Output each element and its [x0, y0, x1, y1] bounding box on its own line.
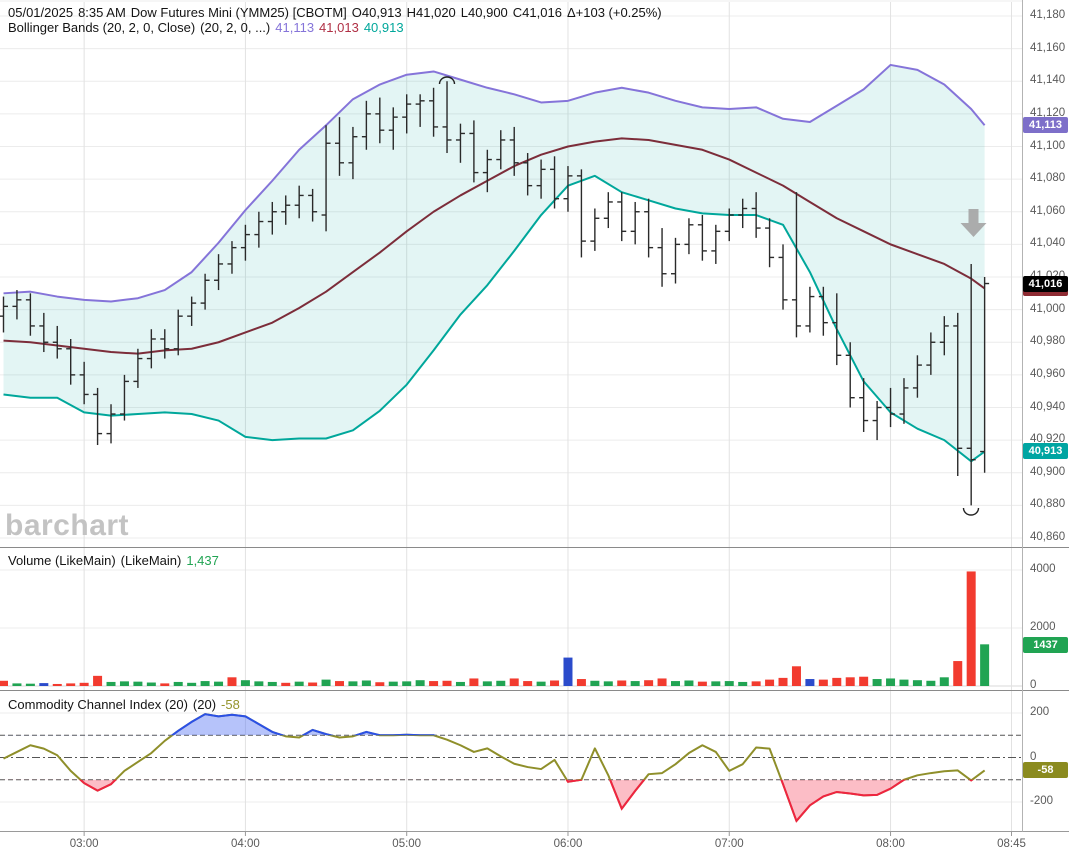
cci-value: -58	[221, 697, 240, 712]
quote-close: C41,016	[512, 5, 562, 20]
quote-high: H41,020	[406, 5, 456, 20]
time-axis-label: 07:00	[714, 838, 744, 850]
quote-change: Δ+103 (+0.25%)	[566, 5, 662, 20]
barchart-logo: barchart	[5, 509, 130, 542]
cci-axis-tick: 0	[1030, 750, 1037, 763]
quote-header: 05/01/2025 8:35 AM Dow Futures Mini (YMM25…	[8, 5, 667, 20]
volume-value: 1,437	[186, 553, 219, 568]
cci-overbought-fill	[3, 714, 985, 736]
time-axis-label: 08:00	[876, 838, 905, 850]
volume-bars	[0, 571, 990, 686]
volume-indicator-label[interactable]: Volume (LikeMain) (LikeMain) 1,437	[8, 553, 224, 568]
price-axis-tick: 40,860	[1030, 531, 1066, 543]
price-axis-tick: 40,900	[1030, 465, 1066, 478]
bollinger-lower-line	[3, 174, 986, 463]
quote-open: O40,913	[351, 5, 402, 20]
ohlc-bars	[0, 81, 990, 506]
cci-value-badge: -58	[1023, 762, 1068, 778]
price-axis-tick: 40,940	[1030, 400, 1066, 413]
time-axis-label: 04:00	[231, 838, 260, 850]
price-axis-tick: 41,140	[1030, 74, 1066, 87]
arc-annotation-bottom	[962, 507, 980, 516]
indicator-params: (20, 2, 0, ...)	[200, 20, 271, 35]
last-price-badge: 41,016	[1023, 276, 1068, 292]
cci-oversold-fill	[3, 779, 985, 821]
bollinger-fill	[3, 64, 985, 462]
upper-band-price-badge: 41,113	[1023, 117, 1068, 133]
cci-line	[3, 713, 986, 822]
cci-name: Commodity Channel Index (20)	[8, 697, 188, 712]
annotations	[438, 76, 987, 516]
price-axis-tick: 40,920	[1030, 433, 1066, 446]
panel-separators	[0, 0, 1069, 836]
price-axis-tick: 41,000	[1030, 302, 1066, 315]
quote-time: 8:35 AM	[78, 5, 126, 20]
volume-axis-tick: 2000	[1030, 621, 1056, 633]
volume-axis-tick: 0	[1030, 679, 1037, 691]
price-axis-tick: 40,960	[1030, 367, 1066, 380]
lower-band-price-badge: 40,913	[1023, 443, 1068, 459]
cci-params: (20)	[192, 697, 217, 712]
volume-value-badge: 1437	[1023, 637, 1068, 653]
bollinger-upper-line	[3, 63, 986, 303]
down-arrow-annotation[interactable]	[960, 209, 987, 237]
cci-plot	[0, 713, 1022, 823]
cci-axis-tick: 200	[1030, 706, 1050, 718]
price-axis-tick: 41,040	[1030, 237, 1066, 250]
price-axis-tick: 41,160	[1030, 41, 1066, 54]
volume-name: Volume (LikeMain)	[8, 553, 116, 568]
price-axis-tick: 41,080	[1030, 172, 1066, 185]
cci-oversold-line	[78, 779, 974, 823]
cci-axis-tick: -200	[1030, 795, 1054, 807]
quote-instrument: Dow Futures Mini (YMM25) [CBOTM]	[130, 5, 347, 20]
quote-low: L40,900	[460, 5, 508, 20]
cci-overbought-line	[170, 713, 437, 736]
indicator-name: Bollinger Bands (20, 2, 0, Close)	[8, 20, 196, 35]
bollinger-indicator-label[interactable]: Bollinger Bands (20, 2, 0, Close) (20, 2,…	[8, 20, 409, 35]
volume-params: (LikeMain)	[120, 553, 182, 568]
time-axis-label: 06:00	[553, 838, 583, 850]
cci-indicator-label[interactable]: Commodity Channel Index (20) (20) -58	[8, 697, 245, 712]
price-axis-tick: 40,980	[1030, 335, 1066, 348]
price-axis-tick: 41,060	[1030, 204, 1066, 217]
bollinger-lower-value: 40,913	[363, 20, 404, 35]
volume-axis-tick: 4000	[1030, 563, 1056, 575]
price-axis-tick: 41,180	[1030, 9, 1066, 21]
time-axis-label: 03:00	[69, 838, 99, 850]
time-axis-label: 08:45	[997, 838, 1026, 850]
time-axis-label: 05:00	[392, 838, 422, 850]
gridlines	[0, 0, 1022, 831]
price-axis-tick: 40,880	[1030, 498, 1066, 511]
price-axis-tick: 41,120	[1030, 106, 1066, 119]
bollinger-middle-line	[3, 137, 986, 355]
bollinger-upper-value: 41,113	[275, 20, 315, 35]
bollinger-middle-value: 41,013	[319, 20, 359, 35]
arc-annotation-top	[438, 76, 456, 85]
quote-date: 05/01/2025	[8, 5, 74, 20]
price-axis-tick: 41,100	[1030, 139, 1066, 152]
